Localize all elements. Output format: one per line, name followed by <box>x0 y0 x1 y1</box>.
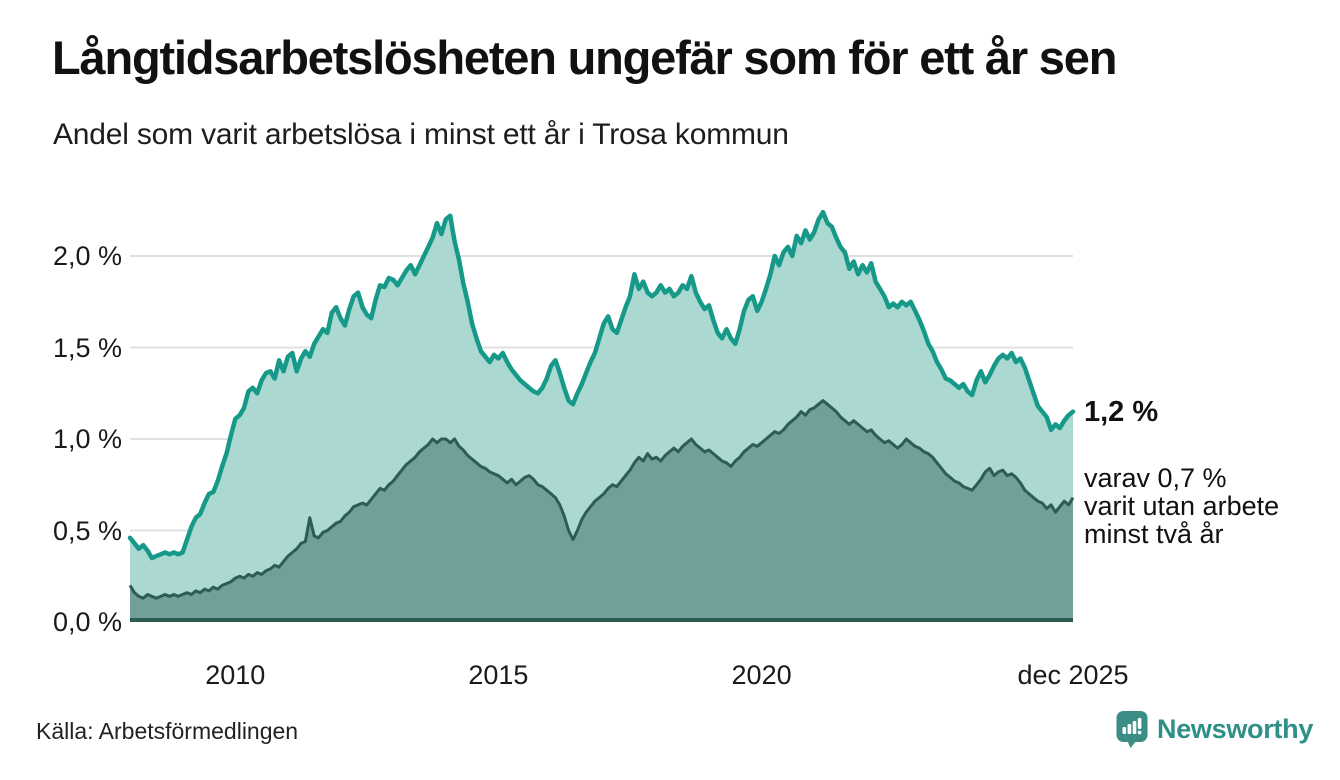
series-total-end-value-label: 1,2 % <box>1084 396 1159 428</box>
y-axis-labels: 2,0 % 1,5 % 1,0 % 0,5 % 0,0 % <box>0 0 122 780</box>
newsworthy-logo: Newsworthy <box>1116 710 1313 749</box>
y-tick-label: 1,0 % <box>52 424 122 454</box>
series-secondary-annotation: varav 0,7 % varit utan arbete minst två … <box>1084 464 1279 548</box>
newsworthy-badge-icon <box>1116 711 1148 748</box>
page-subtitle: Andel som varit arbetslösa i minst ett å… <box>53 118 789 151</box>
source-credit: Källa: Arbetsförmedlingen <box>36 718 299 744</box>
x-tick-label: 2020 <box>731 660 792 690</box>
series-secondary-annotation-line1: varav 0,7 % <box>1084 463 1227 493</box>
y-tick-label: 1,5 % <box>52 332 122 363</box>
y-tick-label: 0,0 % <box>52 607 122 637</box>
newsworthy-wordmark: Newsworthy <box>1157 714 1314 744</box>
y-tick-label: 0,5 % <box>52 515 122 546</box>
series-secondary-annotation-line2: varit utan arbete <box>1084 491 1280 521</box>
series-secondary-annotation-line3: minst två år <box>1084 519 1224 549</box>
x-tick-label: dec 2025 <box>1017 660 1129 690</box>
x-tick-label: 2015 <box>468 660 529 690</box>
y-tick-label: 2,0 % <box>52 241 122 271</box>
page-title: Långtidsarbetslösheten ungefär som för e… <box>52 31 1117 84</box>
x-tick-label: 2010 <box>205 660 266 690</box>
